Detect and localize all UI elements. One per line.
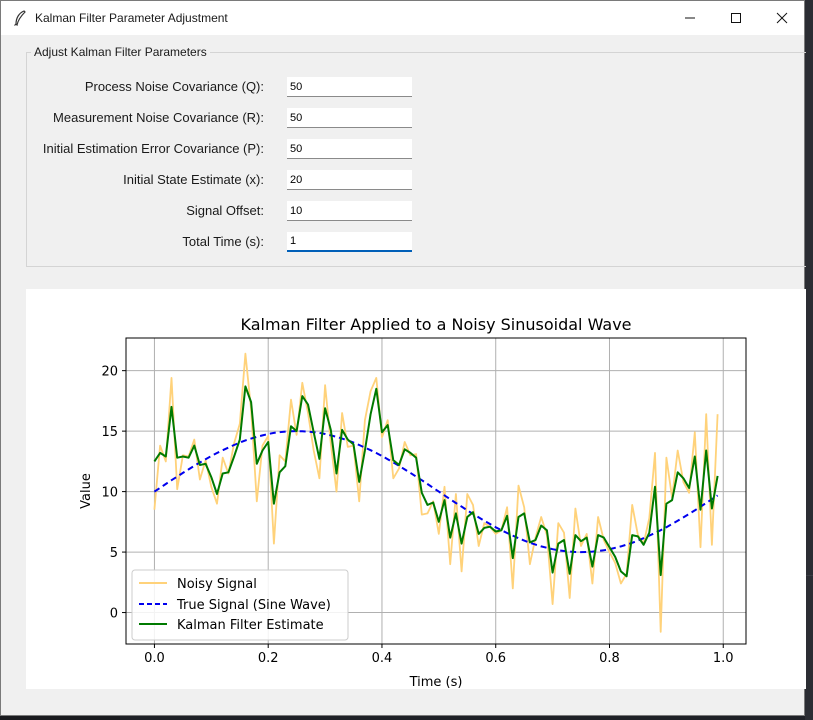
x-tick-label: 0.2	[258, 651, 279, 666]
initial-error-covariance-input[interactable]	[287, 139, 412, 159]
legend-label-noisy: Noisy Signal	[177, 577, 257, 592]
parameters-group-title: Adjust Kalman Filter Parameters	[31, 45, 210, 59]
x-axis-label: Time (s)	[409, 675, 463, 689]
initial-state-input[interactable]	[287, 170, 412, 190]
measurement-noise-input[interactable]	[287, 108, 412, 128]
total-time-input[interactable]	[287, 232, 412, 252]
noisy-signal-line	[153, 352, 719, 633]
background-strip	[0, 712, 120, 720]
x-tick-label: 0.6	[485, 651, 506, 666]
minimize-button[interactable]	[667, 1, 713, 35]
close-icon	[776, 12, 788, 24]
x-tick-label: 0.0	[144, 651, 165, 666]
title-bar[interactable]: Kalman Filter Parameter Adjustment	[1, 1, 804, 35]
close-button[interactable]	[759, 1, 805, 35]
maximize-icon	[731, 13, 741, 23]
signal-offset-label: Signal Offset:	[186, 203, 264, 218]
measurement-noise-label: Measurement Noise Covariance (R):	[53, 110, 264, 125]
grid	[126, 338, 746, 644]
y-tick-label: 15	[101, 425, 118, 440]
total-time-label: Total Time (s):	[182, 234, 264, 249]
legend-label-kalman: Kalman Filter Estimate	[177, 618, 324, 633]
process-noise-input[interactable]	[287, 77, 412, 97]
y-tick-label: 20	[101, 365, 118, 380]
plot-canvas: Kalman Filter Applied to a Noisy Sinusoi…	[26, 289, 806, 690]
background-side-panel	[805, 0, 813, 720]
kalman-estimate-line	[153, 385, 719, 578]
initial-state-label: Initial State Estimate (x):	[123, 172, 264, 187]
x-tick-label: 1.0	[713, 651, 734, 666]
legend-label-true: True Signal (Sine Wave)	[176, 598, 331, 613]
tick-layer: 0.0 0.2 0.4 0.6 0.8 1.0 0 5 10 15 20	[101, 365, 733, 666]
maximize-button[interactable]	[713, 1, 759, 35]
process-noise-label: Process Noise Covariance (Q):	[84, 79, 264, 94]
window-title: Kalman Filter Parameter Adjustment	[35, 11, 228, 25]
kalman-chart: Kalman Filter Applied to a Noisy Sinusoi…	[79, 315, 747, 690]
y-axis-label: Value	[79, 473, 94, 509]
x-tick-label: 0.8	[599, 651, 620, 666]
parameters-group	[26, 52, 806, 267]
y-tick-label: 0	[110, 607, 118, 622]
true-signal-line	[153, 430, 719, 554]
signal-offset-input[interactable]	[287, 201, 412, 221]
initial-error-covariance-label: Initial Estimation Error Covariance (P):	[42, 141, 264, 156]
legend: Noisy Signal True Signal (Sine Wave) Kal…	[131, 569, 349, 641]
x-tick-label: 0.4	[372, 651, 393, 666]
plot-frame	[125, 337, 747, 645]
y-tick-label: 5	[110, 546, 118, 561]
legend-box	[131, 569, 349, 641]
chart-title: Kalman Filter Applied to a Noisy Sinusoi…	[240, 315, 631, 334]
minimize-icon	[685, 17, 695, 19]
y-tick-label: 10	[101, 486, 118, 501]
series-layer	[153, 352, 719, 633]
feather-icon	[14, 10, 26, 26]
